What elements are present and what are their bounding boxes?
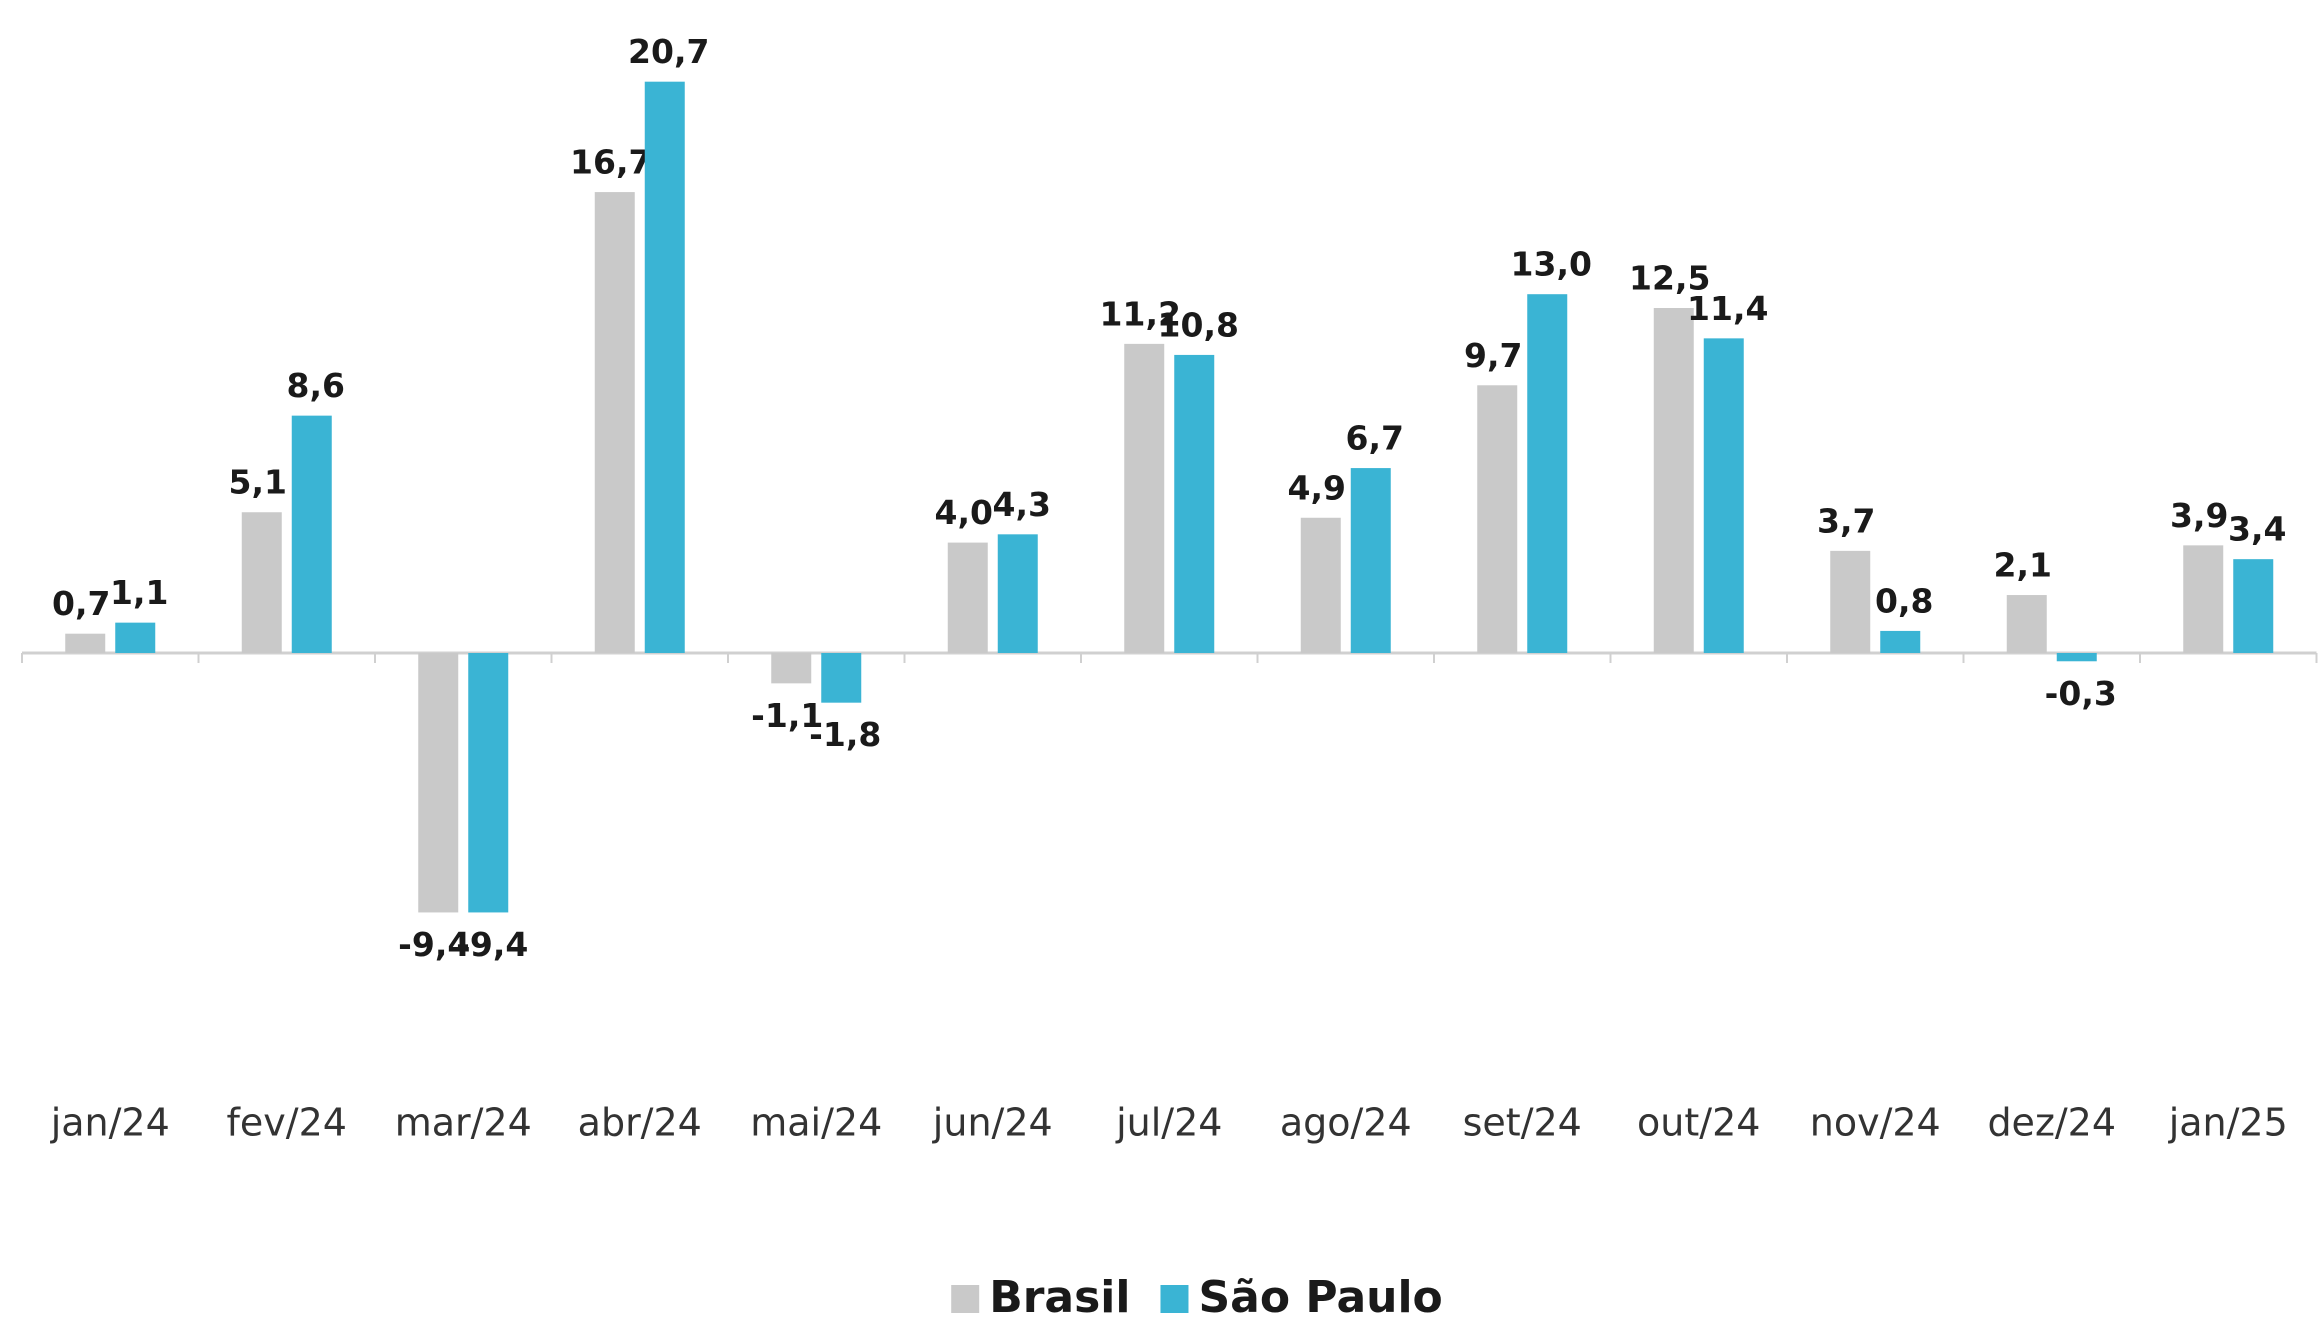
bar (65, 633, 106, 653)
legend-label: Brasil (989, 1272, 1130, 1323)
bar (1300, 517, 1341, 653)
data-label: 20,7 (628, 32, 709, 71)
data-label: 2,1 (1994, 546, 2052, 585)
data-label: 16,7 (570, 143, 651, 182)
x-tick-label: mai/24 (750, 1101, 882, 1145)
x-tick-label: jul/24 (1115, 1101, 1222, 1145)
x-tick-label: fev/24 (227, 1101, 347, 1145)
data-label: -0,3 (2045, 674, 2117, 713)
x-tick-label: set/24 (1463, 1101, 1582, 1145)
bar (1477, 385, 1518, 653)
data-label: 6,7 (1346, 419, 1404, 458)
data-label: 11,2 (1100, 294, 1181, 333)
data-label: 9,7 (1464, 336, 1522, 375)
bar (997, 534, 1038, 653)
data-label: 0,8 (1875, 581, 1933, 620)
x-tick-label: ago/24 (1280, 1101, 1412, 1145)
x-tick-label: abr/24 (578, 1101, 702, 1145)
data-label: 4,0 (935, 493, 993, 532)
bar (115, 622, 156, 653)
data-label: 3,7 (1817, 501, 1875, 540)
data-label: 4,3 (993, 485, 1051, 524)
bar (2233, 559, 2274, 653)
bar (2056, 653, 2097, 662)
bar (468, 653, 509, 913)
legend-label: São Paulo (1198, 1272, 1442, 1323)
data-label: 5,1 (229, 463, 287, 502)
bar (1880, 630, 1921, 653)
data-label: 12,5 (1629, 259, 1710, 298)
bar (1174, 354, 1215, 653)
bar (2006, 595, 2047, 653)
bar (291, 415, 332, 653)
legend-swatch (951, 1285, 980, 1313)
legend: Brasil São Paulo (951, 1272, 1443, 1323)
bar (1653, 308, 1694, 653)
bar (2183, 545, 2224, 653)
x-tick-label: jun/24 (932, 1101, 1053, 1145)
bar (1124, 343, 1165, 653)
data-label: 1,1 (110, 573, 168, 612)
data-label: 10,8 (1158, 305, 1239, 344)
data-label: 8,6 (287, 366, 345, 405)
x-tick-label: out/24 (1637, 1101, 1760, 1145)
bar (594, 192, 635, 653)
x-tick-label: mar/24 (395, 1101, 532, 1145)
bar (418, 653, 459, 913)
data-label: -1,1 (751, 696, 823, 735)
bar (1703, 338, 1744, 653)
bar (1830, 550, 1871, 653)
x-tick-label: jan/24 (50, 1101, 170, 1145)
x-tick-label: dez/24 (1987, 1101, 2116, 1145)
bar (771, 653, 812, 684)
legend-swatch (1160, 1285, 1189, 1313)
data-label: 4,9 (1288, 468, 1346, 507)
bar (241, 512, 282, 653)
data-label: 3,9 (2170, 496, 2228, 535)
data-label: -1,8 (809, 715, 881, 754)
data-label: 11,4 (1687, 289, 1768, 328)
data-label: -9,4 (456, 925, 528, 964)
bar (644, 81, 685, 654)
data-label: 3,4 (2228, 510, 2286, 549)
data-label: -9,4 (398, 925, 470, 964)
bar (1527, 294, 1568, 653)
x-tick-label: jan/25 (2168, 1101, 2288, 1145)
bar (821, 653, 862, 703)
data-label: 13,0 (1511, 245, 1592, 284)
data-label: 0,7 (52, 584, 110, 623)
bar (947, 542, 988, 653)
x-tick-label: nov/24 (1810, 1101, 1941, 1145)
bar (1350, 468, 1391, 653)
